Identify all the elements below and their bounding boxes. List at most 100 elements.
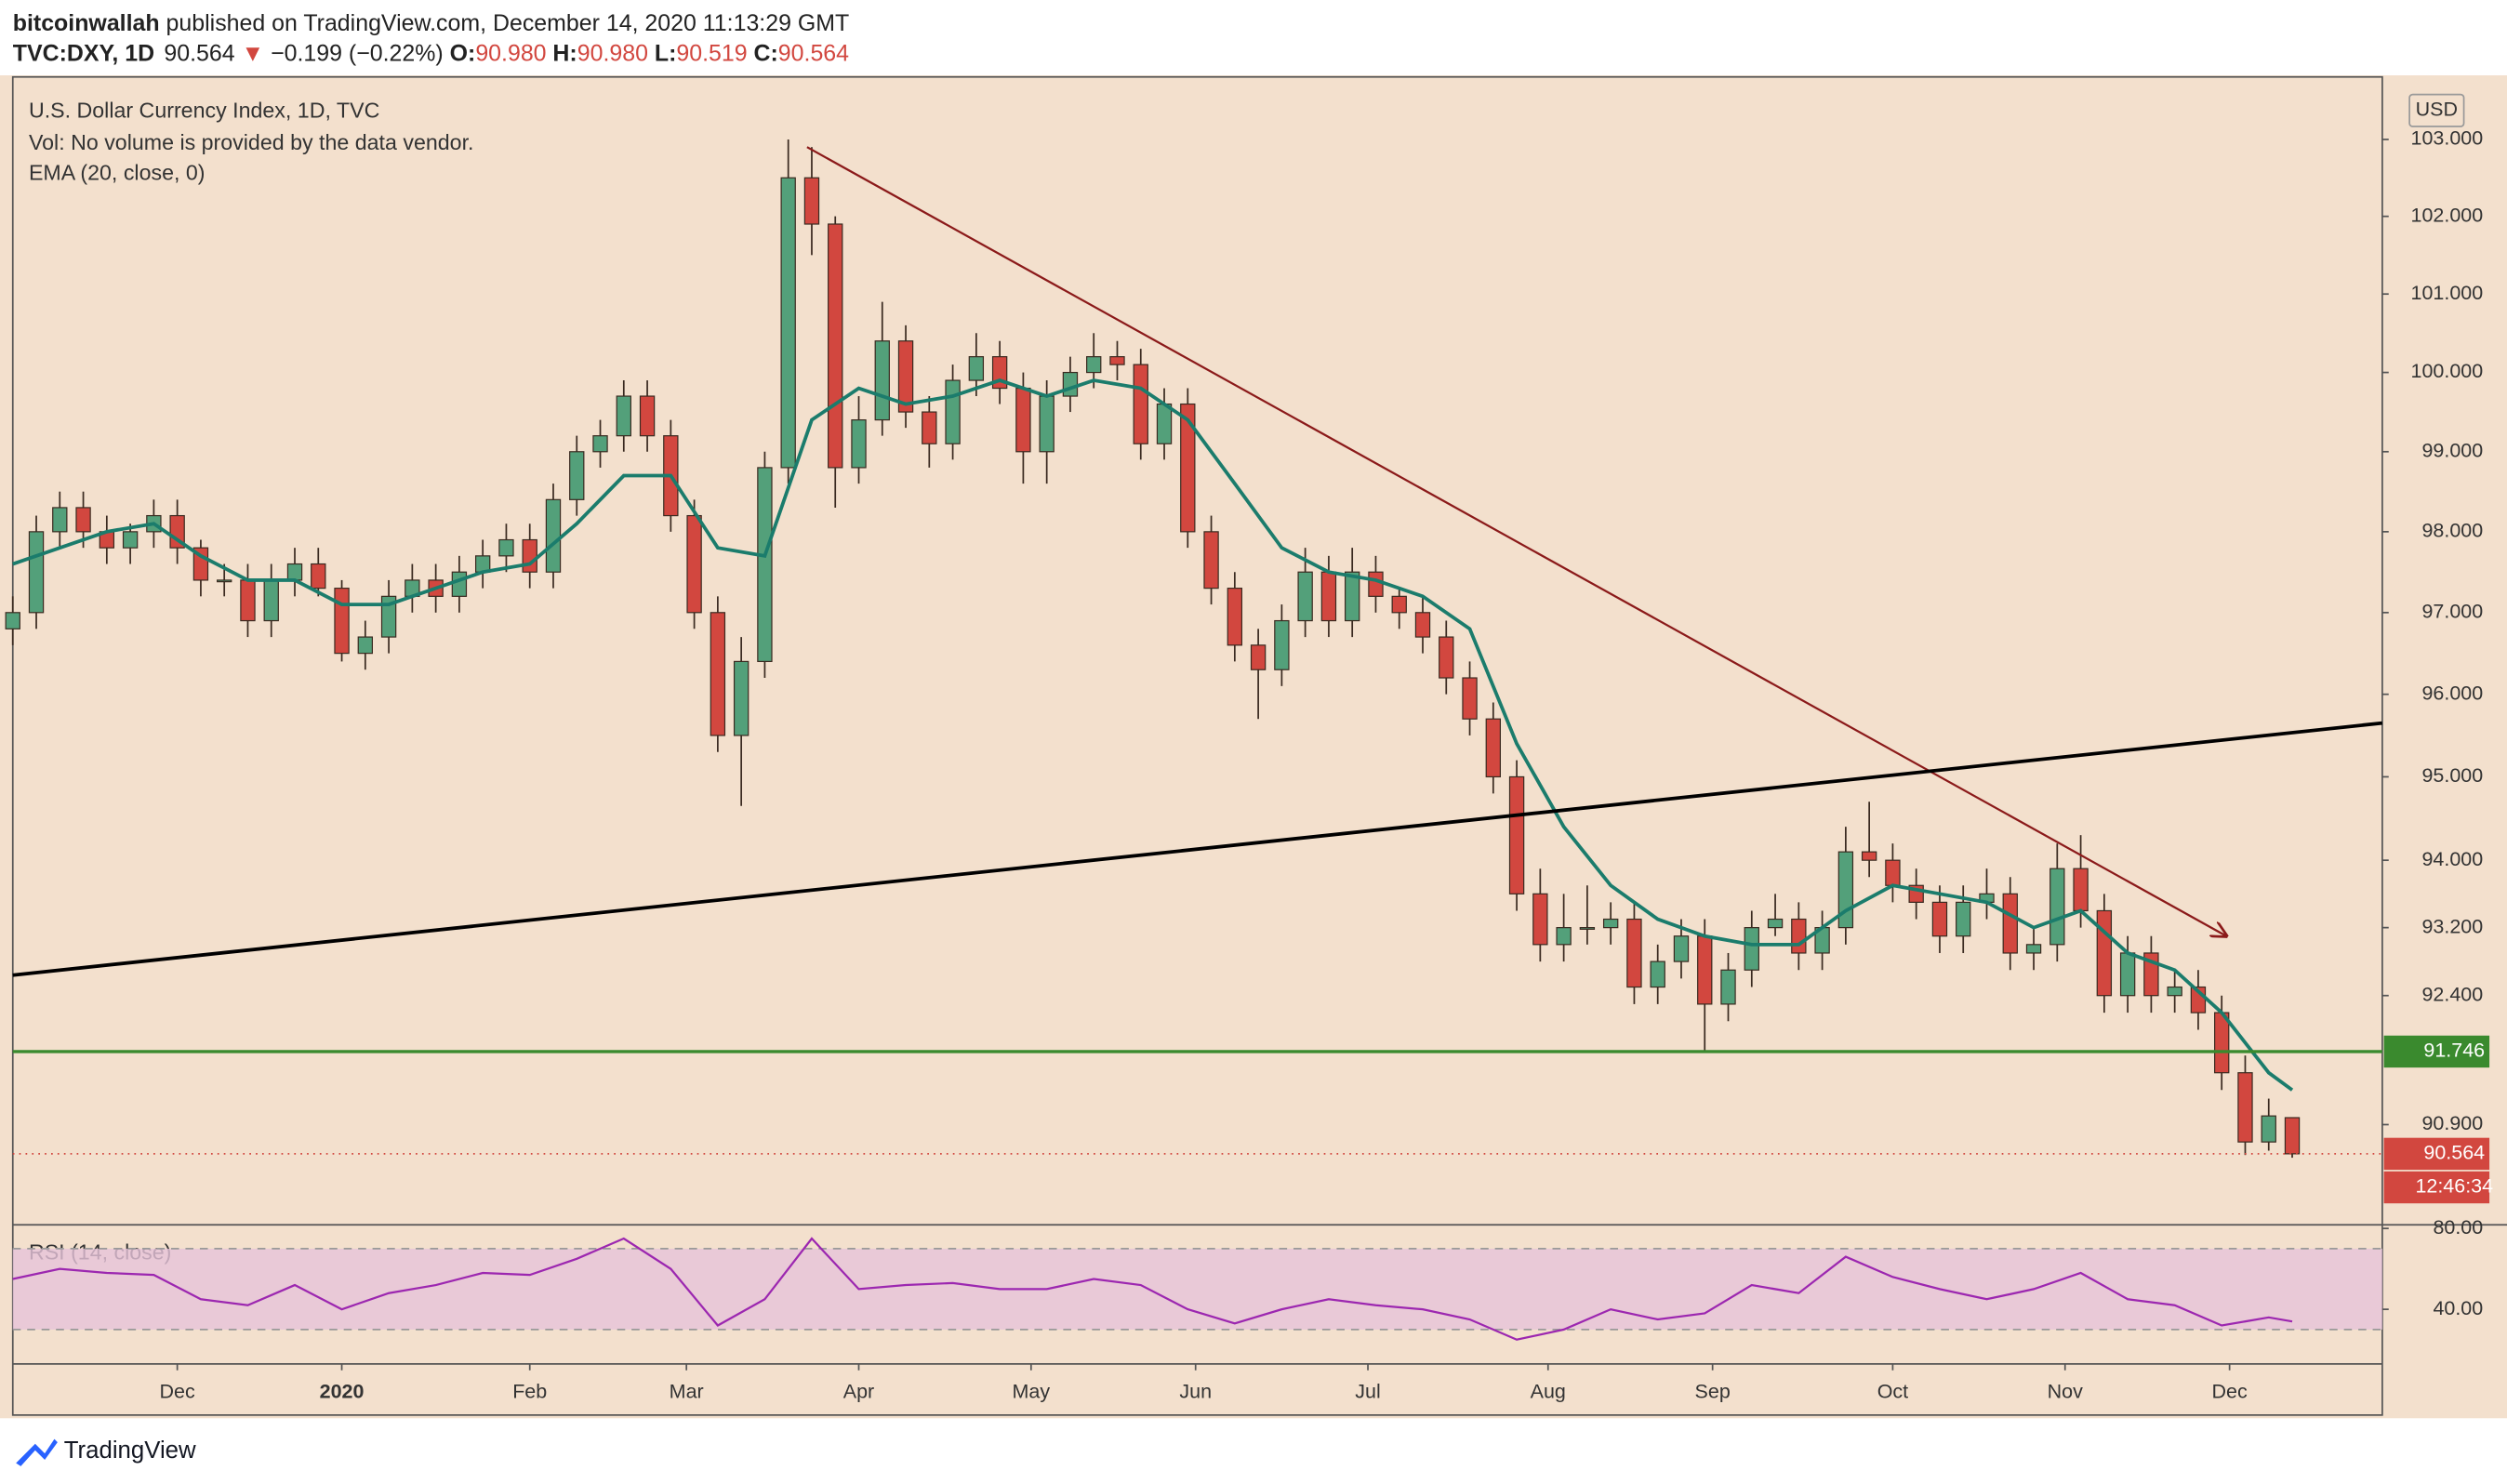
candle-body: [1885, 859, 1901, 886]
footer-logo[interactable]: TradingView: [16, 1438, 196, 1466]
ohlc-value: 90.980: [475, 40, 546, 66]
candle-body: [922, 411, 937, 444]
quote-change: −0.199 (−0.22%): [271, 40, 444, 66]
candle-body: [1462, 677, 1478, 720]
x-tick-label: Sep: [1695, 1380, 1731, 1402]
candle-body: [2025, 944, 2042, 954]
candle-body: [2237, 1072, 2253, 1143]
candle-body: [5, 612, 20, 629]
ohlc-key: L:: [655, 40, 677, 66]
candle-body: [52, 507, 68, 533]
candle-body: [1439, 636, 1454, 679]
x-tick-label: Nov: [2048, 1380, 2083, 1402]
candle-body: [2002, 893, 2018, 954]
candle-body: [803, 177, 820, 225]
y-tick-label: 103.000: [2411, 127, 2484, 150]
candle-body: [380, 595, 397, 638]
y-tick-label: 95.000: [2421, 764, 2483, 787]
trend-line[interactable]: [806, 146, 2226, 936]
candle-body: [286, 563, 303, 581]
candle-body: [1532, 893, 1548, 946]
y-tick-label: 94.000: [2421, 848, 2483, 870]
level-label-box: [2383, 1035, 2490, 1068]
candle-body: [1391, 595, 1407, 614]
x-tick-label: Jul: [1355, 1380, 1380, 1402]
candle-body: [1133, 364, 1148, 444]
header-line: bitcoinwallah published on TradingView.c…: [13, 10, 850, 36]
rsi-band: [12, 1248, 2382, 1330]
candle-body: [968, 356, 985, 381]
candle-body: [522, 538, 537, 573]
x-tick-label: Apr: [843, 1380, 874, 1402]
candle-body: [1180, 403, 1196, 533]
x-tick-label: Feb: [512, 1380, 547, 1402]
candle-body: [1039, 395, 1055, 453]
author[interactable]: bitcoinwallah: [13, 10, 160, 36]
x-tick-label: Oct: [1877, 1380, 1908, 1402]
candle-body: [1791, 918, 1807, 954]
candle-body: [263, 579, 279, 622]
candle-body: [1414, 612, 1431, 638]
quote-arrow: ▼: [242, 40, 265, 66]
candle-body: [311, 563, 326, 590]
ohlc-key: O:: [450, 40, 476, 66]
legend-entry: EMA (20, close, 0): [29, 161, 206, 185]
candle-body: [2049, 868, 2065, 946]
candle-body: [545, 498, 562, 573]
candle-body: [592, 435, 608, 453]
candle-body: [1156, 403, 1173, 444]
candle-body: [498, 538, 514, 557]
ema-line: [12, 378, 2294, 1092]
candle-body: [1274, 619, 1290, 670]
candle-body: [1297, 571, 1313, 622]
x-tick-label: Mar: [670, 1380, 704, 1402]
y-tick-label: 97.000: [2421, 600, 2483, 622]
y-tick-label: 98.000: [2421, 520, 2483, 542]
published: published on TradingView.com, December 1…: [160, 10, 850, 36]
candle-body: [828, 223, 843, 469]
level-label: 91.746: [2423, 1040, 2485, 1062]
candle-body: [357, 636, 373, 655]
brand: TradingView: [64, 1438, 196, 1464]
candle-body: [874, 340, 890, 421]
symbol: TVC:DXY, 1D: [13, 40, 154, 66]
y-tick-label: 100.000: [2411, 360, 2484, 382]
y-tick-label: 40.00: [2433, 1297, 2483, 1319]
candle-body: [1650, 961, 1665, 988]
candle-body: [1368, 571, 1384, 597]
candle-body: [1086, 356, 1102, 374]
y-tick-label: 90.900: [2421, 1112, 2483, 1134]
candle-body: [1697, 935, 1713, 1005]
candle-body: [945, 379, 961, 444]
candle-body: [1015, 387, 1031, 453]
candle-body: [75, 507, 91, 533]
candle-body: [780, 177, 796, 469]
candle-body: [1673, 935, 1690, 962]
candle-body: [1579, 927, 1596, 930]
ohlc-key: C:: [753, 40, 777, 66]
candle-body: [897, 340, 914, 413]
candle-body: [2261, 1115, 2276, 1143]
candle-body: [733, 660, 749, 736]
candle-body: [28, 531, 45, 614]
last-price-label: 90.564: [2423, 1142, 2485, 1164]
candle-body: [2073, 868, 2089, 912]
currency-label: USD: [2416, 99, 2458, 121]
x-tick-label: Dec: [160, 1380, 195, 1402]
candle-body: [1508, 775, 1525, 894]
candle-body: [1203, 531, 1219, 590]
x-tick-label: Dec: [2212, 1380, 2248, 1402]
candle-body: [851, 418, 867, 469]
candle-body: [1720, 969, 1736, 1005]
y-tick-label: 96.000: [2421, 682, 2483, 704]
y-tick-label: 93.200: [2421, 915, 2483, 937]
quote-line: TVC:DXY, 1D 90.564 ▼ −0.199 (−0.22%) O:90.98…: [13, 40, 849, 66]
currency-box[interactable]: [2408, 93, 2465, 127]
y-tick-label: 102.000: [2411, 204, 2484, 226]
candle-body: [1556, 927, 1572, 946]
trend-line[interactable]: [12, 721, 2383, 977]
candle-body: [1250, 644, 1267, 670]
candle-body: [686, 514, 702, 614]
candle-body: [1861, 851, 1877, 861]
